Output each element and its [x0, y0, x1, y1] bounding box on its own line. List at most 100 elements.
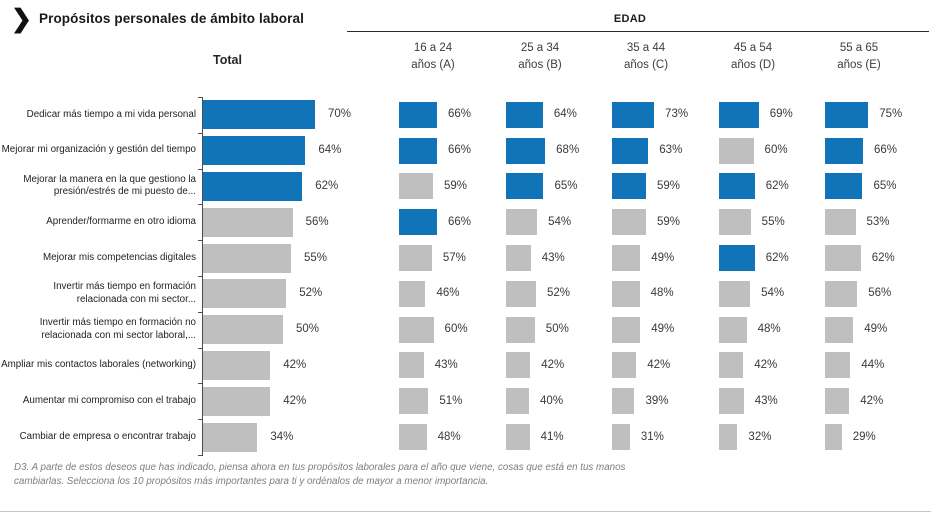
- age-value: 43%: [541, 251, 565, 264]
- total-column-header: Total: [213, 53, 242, 67]
- category-label: Mejorar mi organización y gestión del ti…: [1, 144, 196, 156]
- age-value: 51%: [439, 394, 463, 407]
- age-value: 62%: [871, 251, 895, 264]
- age-bar: [506, 245, 531, 272]
- age-bar: [612, 388, 635, 415]
- age-group-header: EDAD: [613, 13, 647, 25]
- axis-tick: [198, 419, 202, 421]
- age-value: 54%: [548, 215, 572, 228]
- age-value: 62%: [765, 251, 789, 264]
- age-bar: [719, 388, 744, 415]
- age-value: 39%: [645, 394, 669, 407]
- age-bar: [612, 173, 646, 200]
- total-bar: [203, 243, 291, 273]
- age-bar: [399, 173, 433, 200]
- age-bar: [399, 101, 438, 128]
- age-value: 48%: [757, 323, 781, 336]
- age-bar: [825, 137, 864, 164]
- age-value: 49%: [864, 323, 888, 336]
- total-value: 64%: [318, 144, 342, 157]
- age-value: 66%: [448, 108, 472, 121]
- total-value: 55%: [304, 251, 328, 264]
- age-bar: [506, 352, 531, 379]
- axis-tick: [198, 132, 202, 134]
- axis-tick: [198, 240, 202, 242]
- age-value: 42%: [754, 358, 778, 371]
- chart-row: Cambiar de empresa o encontrar trabajo 34…: [0, 419, 931, 455]
- age-value: 53%: [866, 215, 890, 228]
- category-label: Invertir más tiempo en formación relacio…: [53, 281, 196, 305]
- age-bar: [399, 137, 438, 164]
- chart-row: Invertir más tiempo en formación no rela…: [0, 312, 931, 348]
- age-value: 42%: [860, 394, 884, 407]
- chart-row: Ampliar mis contactos laborales (network…: [0, 348, 931, 384]
- total-bar: [203, 350, 271, 380]
- age-bar: [719, 101, 759, 128]
- age-bar: [825, 424, 842, 451]
- age-bar: [399, 424, 427, 451]
- age-value: 50%: [545, 323, 569, 336]
- axis-tick: [198, 276, 202, 277]
- total-value: 62%: [315, 179, 339, 192]
- age-bar: [825, 245, 861, 272]
- age-value: 40%: [540, 394, 564, 407]
- age-bar: [612, 352, 637, 379]
- footnote: D3. A parte de estos deseos que has indi…: [14, 462, 626, 487]
- age-bar: [825, 352, 851, 379]
- age-bar: [612, 209, 646, 236]
- axis-tick: [198, 311, 202, 313]
- axis-tick: [198, 347, 202, 349]
- age-bar: [612, 316, 641, 343]
- age-bar: [825, 101, 869, 128]
- age-bar: [719, 280, 751, 307]
- axis-tick: [198, 204, 202, 206]
- age-value: 69%: [769, 108, 793, 121]
- age-value: 44%: [861, 358, 885, 371]
- total-bar: [203, 100, 315, 130]
- age-value: 60%: [764, 144, 788, 157]
- age-value: 62%: [765, 179, 789, 192]
- age-value: 59%: [656, 215, 680, 228]
- axis-tick: [198, 383, 202, 385]
- chevron-right-icon: ❯: [11, 5, 32, 33]
- age-bar: [825, 280, 858, 307]
- age-value: 56%: [868, 287, 892, 300]
- total-bar: [203, 315, 283, 345]
- age-value: 60%: [444, 323, 468, 336]
- chart-row: Invertir más tiempo en formación relacio…: [0, 276, 931, 312]
- age-bar: [719, 209, 751, 236]
- age-value: 68%: [556, 144, 580, 157]
- age-bar: [719, 352, 744, 379]
- total-axis: [202, 97, 203, 456]
- age-value: 59%: [656, 179, 680, 192]
- category-label: Ampliar mis contactos laborales (network…: [1, 359, 196, 371]
- age-value: 75%: [879, 108, 903, 121]
- chart-title: Propósitos personales de ámbito laboral: [39, 11, 304, 26]
- age-bar: [399, 388, 429, 415]
- age-bar: [719, 245, 755, 272]
- age-bar: [719, 424, 738, 451]
- age-bar: [825, 316, 854, 343]
- age-bar: [506, 316, 535, 343]
- total-value: 34%: [270, 430, 294, 443]
- age-value: 49%: [651, 251, 675, 264]
- chart-row: Aumentar mi compromiso con el trabajo 42%…: [0, 383, 931, 419]
- total-bar: [203, 171, 303, 201]
- age-value: 63%: [659, 144, 683, 157]
- age-value: 65%: [554, 179, 578, 192]
- age-bar: [506, 280, 536, 307]
- age-bar: [399, 352, 424, 379]
- age-value: 31%: [640, 430, 664, 443]
- age-bar: [506, 137, 546, 164]
- age-bar: [399, 245, 432, 272]
- chart-row: Mejorar mi organización y gestión del ti…: [0, 133, 931, 169]
- category-label: Mejorar mis competencias digitales: [43, 251, 196, 263]
- age-value: 59%: [443, 179, 467, 192]
- age-value: 43%: [754, 394, 778, 407]
- age-bar: [612, 280, 640, 307]
- age-column-header: 35 a 44 años (C): [623, 42, 669, 71]
- age-bar: [506, 424, 530, 451]
- age-value: 43%: [434, 358, 458, 371]
- age-bar: [612, 137, 649, 164]
